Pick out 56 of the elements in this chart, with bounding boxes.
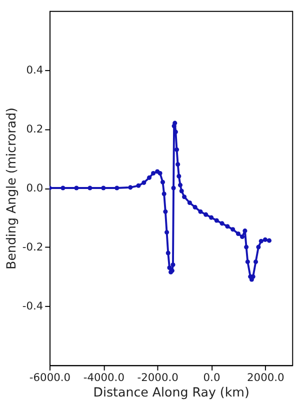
y-tick-label: -0.4: [22, 300, 44, 312]
y-axis-title: Bending Angle (microrad): [4, 108, 19, 270]
point: [262, 237, 268, 242]
point: [128, 185, 133, 190]
y-tick-label: 0.0: [26, 181, 44, 194]
point: [174, 147, 180, 152]
point: [136, 183, 141, 188]
x-axis-title: Distance Along Ray (km): [93, 384, 250, 400]
point: [240, 234, 245, 239]
point: [256, 244, 261, 250]
point: [253, 260, 258, 264]
point: [74, 186, 79, 190]
x-tick-label: -2000.0: [137, 371, 179, 384]
point: [101, 186, 106, 190]
y-tick-label: 0.4: [26, 63, 44, 76]
x-tick-label: -6000.0: [29, 371, 71, 384]
x-tick-label: 2000.0: [247, 371, 285, 384]
point: [114, 186, 120, 190]
point: [170, 262, 176, 268]
point: [225, 224, 230, 229]
point: [258, 238, 264, 244]
point: [242, 228, 248, 234]
point: [160, 180, 166, 184]
point: [142, 180, 146, 185]
point: [163, 209, 168, 214]
point: [187, 200, 192, 206]
x-tick-label: -4000.0: [83, 371, 125, 384]
point: [244, 244, 249, 250]
point: [208, 215, 214, 220]
point: [266, 238, 272, 243]
point: [88, 186, 92, 190]
point: [164, 230, 170, 235]
point: [182, 194, 187, 200]
point: [230, 227, 236, 232]
y-tick-label: 0.2: [26, 122, 44, 136]
point: [198, 209, 203, 214]
point: [236, 232, 240, 236]
y-tick-label: -0.2: [22, 240, 44, 254]
point: [171, 186, 176, 190]
point: [178, 182, 183, 188]
point: [176, 174, 182, 178]
point: [245, 260, 250, 264]
point: [192, 204, 198, 210]
point: [60, 186, 66, 190]
point: [166, 250, 170, 256]
point: [151, 170, 156, 176]
point: [179, 188, 184, 194]
point: [162, 192, 166, 196]
point: [204, 212, 208, 217]
point: [220, 221, 224, 226]
x-tick-label: 0.0: [203, 371, 220, 384]
point: [172, 120, 178, 126]
point: [176, 162, 180, 167]
point: [146, 175, 152, 180]
point: [158, 170, 162, 176]
point: [214, 218, 219, 223]
